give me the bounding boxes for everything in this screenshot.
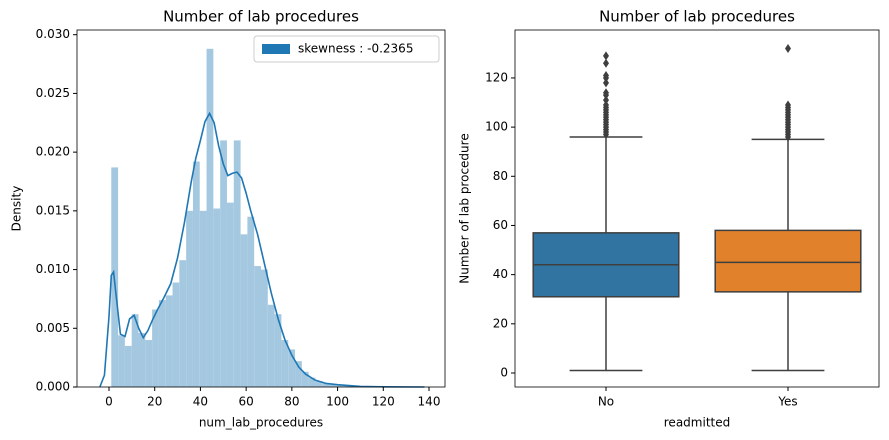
histogram-bar: [138, 332, 146, 387]
y-tick-label: 0.015: [36, 203, 70, 217]
histogram-bar: [335, 385, 343, 387]
histogram-bar: [281, 340, 289, 387]
histogram-bar: [288, 349, 296, 387]
histogram-bar: [233, 140, 241, 387]
histogram-bar: [342, 385, 350, 387]
histogram-bar: [315, 381, 323, 387]
axes-frame: [76, 29, 446, 388]
kde-line: [99, 111, 425, 388]
histogram-bar: [179, 260, 187, 387]
outlier: [785, 43, 791, 53]
x-axis-label: readmitted: [664, 416, 730, 430]
y-tick-label: 0.020: [36, 145, 70, 159]
histogram-bar: [274, 314, 282, 387]
histogram-bar: [261, 269, 268, 387]
y-axis-label: Number of lab procedure: [458, 133, 472, 283]
y-tick-label: 40: [493, 267, 508, 281]
histogram-bar: [206, 48, 214, 387]
x-tick-label: 60: [239, 395, 254, 409]
box: [714, 229, 862, 293]
x-tick-label: No: [598, 395, 614, 409]
histogram-bar: [186, 210, 193, 387]
outlier: [603, 78, 609, 88]
histogram-bar: [118, 335, 125, 387]
histogram-bar: [267, 304, 275, 387]
histogram-bar: [145, 340, 153, 387]
x-tick-label: 0: [105, 395, 113, 409]
outlier: [603, 100, 609, 110]
y-tick-label: 120: [485, 70, 508, 84]
outlier: [785, 100, 791, 110]
x-tick-label: Yes: [777, 395, 797, 409]
histogram-bar: [192, 161, 200, 387]
axes-frame: [514, 29, 880, 388]
y-tick-label: 20: [493, 316, 508, 330]
x-tick-label: 40: [193, 395, 208, 409]
y-axis-label: Density: [10, 186, 24, 232]
outlier: [603, 70, 609, 80]
outlier: [603, 95, 609, 105]
histogram-bar: [240, 234, 248, 387]
legend-swatch: [262, 44, 290, 54]
legend-label: skewness : -0.2365: [298, 42, 413, 56]
histogram-bar: [172, 282, 180, 387]
legend-box: [253, 35, 440, 63]
chart-title: Number of lab procedures: [163, 8, 359, 26]
histogram-bar: [124, 345, 132, 387]
histogram-bar: [220, 140, 227, 387]
x-axis-label: num_lab_procedures: [199, 416, 323, 430]
chart-title: Number of lab procedures: [599, 8, 795, 26]
y-tick-label: 100: [485, 120, 508, 134]
y-tick-label: 0.010: [36, 262, 70, 276]
histogram-bar: [213, 208, 221, 387]
histogram-bar: [152, 309, 159, 387]
outlier: [603, 88, 609, 98]
histogram-bar: [329, 384, 336, 387]
x-tick-label: 20: [147, 395, 162, 409]
y-tick-label: 80: [493, 169, 508, 183]
y-tick-label: 60: [493, 218, 508, 232]
histogram-bar: [158, 300, 166, 387]
y-tick-label: 0.025: [36, 86, 70, 100]
outlier: [603, 58, 609, 68]
y-tick-label: 0.000: [36, 380, 70, 394]
outlier: [603, 51, 609, 61]
histogram-bar: [322, 383, 330, 387]
histogram-bar: [301, 371, 309, 387]
histogram-bar: [131, 314, 139, 387]
x-tick-label: 120: [372, 395, 395, 409]
y-tick-label: 0.030: [36, 27, 70, 41]
x-tick-label: 80: [284, 395, 299, 409]
histogram-bar: [254, 266, 261, 387]
histogram-bar: [308, 377, 316, 387]
histogram-bar: [165, 295, 173, 387]
x-tick-label: 140: [418, 395, 441, 409]
histogram-bar: [226, 202, 234, 387]
histogram-bar: [199, 210, 207, 387]
x-tick-label: 100: [326, 395, 349, 409]
y-tick-label: 0: [500, 365, 508, 379]
histogram-bar: [295, 361, 302, 387]
y-tick-label: 0.005: [36, 321, 70, 335]
histogram-bar: [247, 216, 255, 387]
